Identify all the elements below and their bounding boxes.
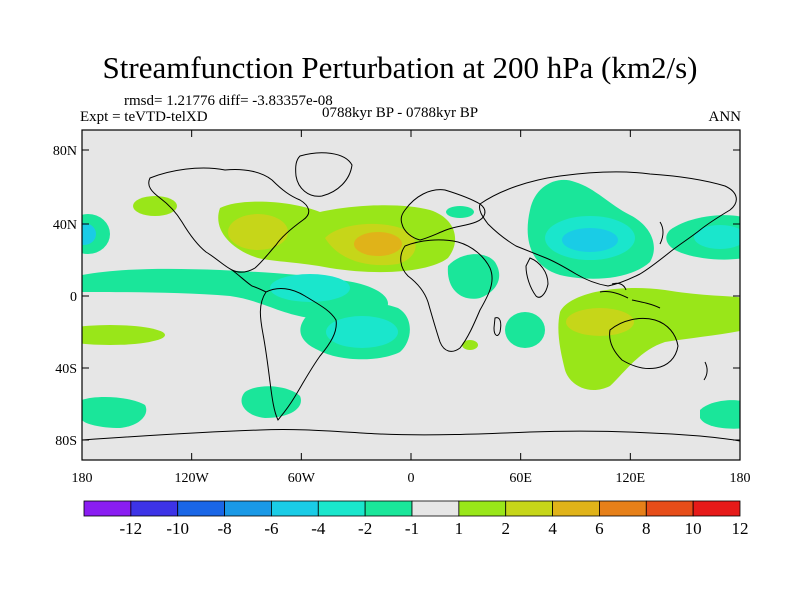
colorbar-label: 2 (501, 519, 510, 538)
colorbar-swatch (552, 500, 600, 517)
lat-tick-label: 40N (53, 218, 77, 233)
colorbar-swatch (224, 500, 272, 517)
lat-tick-label: 80N (53, 144, 77, 159)
contour-region-pos (566, 308, 634, 336)
contour-region-neg (447, 254, 500, 299)
lon-tick-label: 180 (72, 471, 93, 486)
colorbar-swatch (317, 500, 366, 517)
map-axes: 80N 40N 0 40S 80S 180 120W 60W 0 60E 120E 180 (53, 130, 751, 486)
colorbar-swatch (692, 500, 741, 517)
colorbar-label: -12 (120, 519, 143, 538)
contour-region-neg (505, 312, 545, 348)
colorbar-swatch (177, 500, 225, 517)
colorbar-swatch (130, 500, 179, 517)
contour-region-neg (700, 400, 740, 429)
lon-tick-label: 60E (509, 471, 532, 486)
coastlines (82, 152, 740, 442)
colorbar-swatch (458, 500, 507, 517)
colorbar-label: 8 (642, 519, 651, 538)
contour-region-pos (82, 325, 165, 345)
lat-tick-label: 0 (70, 290, 77, 305)
lon-tick-label: 0 (408, 471, 415, 486)
colorbar-swatch (599, 500, 647, 517)
contour-region-pos (354, 232, 402, 256)
period-label: 0788kyr BP - 0788kyr BP (322, 105, 479, 121)
colorbar-label: 10 (685, 519, 702, 538)
lat-tick-label: 80S (55, 434, 77, 449)
experiment-label: Expt = teVTD-telXD (80, 109, 208, 125)
colorbar-label: -4 (311, 519, 326, 538)
colorbar-label: 6 (595, 519, 604, 538)
contour-fills (82, 179, 740, 429)
colorbar-label: -10 (166, 519, 189, 538)
lon-tick-label: 180 (730, 471, 751, 486)
contour-region-pos (462, 340, 478, 350)
contour-region-neg (82, 223, 96, 245)
contour-region-neg (694, 225, 740, 249)
colorbar-swatch (364, 500, 413, 517)
colorbar-label: -6 (264, 519, 278, 538)
colorbar-label: -2 (358, 519, 372, 538)
colorbar-label: 12 (732, 519, 749, 538)
lon-tick-label: 120W (175, 471, 210, 486)
contour-region-neg (446, 206, 474, 218)
colorbar-label: -8 (217, 519, 231, 538)
colorbar-swatch (645, 500, 694, 517)
colorbar-label: -1 (405, 519, 419, 538)
colorbar-swatch (271, 500, 319, 517)
lon-tick-label: 120E (616, 471, 646, 486)
colorbar-label: 1 (455, 519, 464, 538)
contour-region-neg (326, 316, 398, 348)
contour-region-neg (82, 397, 147, 428)
contour-region-pos (228, 214, 288, 250)
contour-region-pos (133, 196, 177, 216)
contour-region-neg (270, 274, 350, 302)
stats-text: rmsd= 1.21776 diff= -3.83357e-08 (124, 93, 333, 109)
lon-tick-label: 60W (288, 471, 316, 486)
season-label: ANN (708, 109, 742, 125)
colorbar-swatch (505, 500, 553, 517)
colorbar-swatch (411, 500, 460, 517)
contour-region-neg (562, 228, 618, 252)
lat-tick-label: 40S (55, 362, 77, 377)
colorbar-swatch (83, 500, 132, 517)
colorbar: -12 -10 -8 -6 -4 -2 -1 1 2 4 6 8 10 12 (83, 500, 749, 538)
map-title: Streamfunction Perturbation at 200 hPa (… (102, 50, 698, 85)
colorbar-label: 4 (548, 519, 557, 538)
